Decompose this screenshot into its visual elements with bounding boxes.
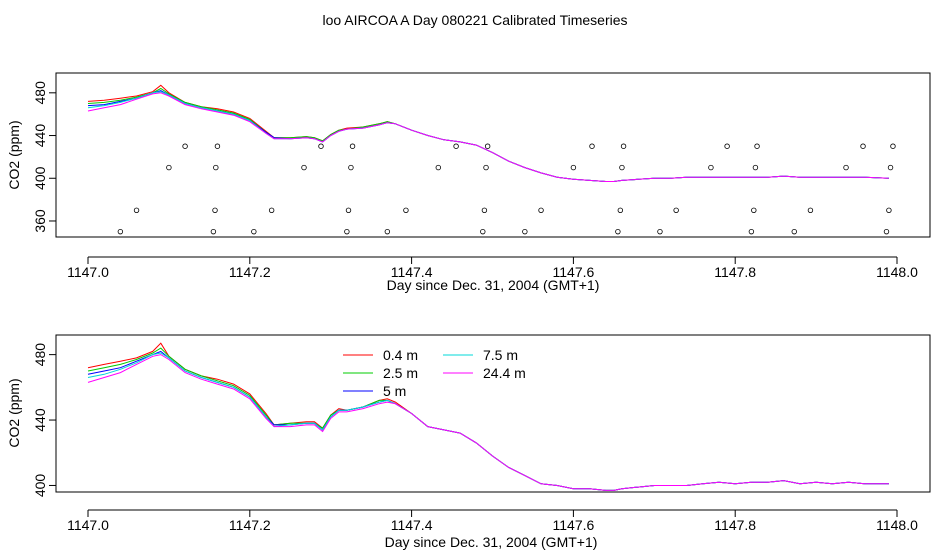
x-tick-label: 1147.8 [714,264,756,280]
data-point [212,207,218,213]
x-tick-label: 1148.0 [876,517,918,533]
data-point [384,228,391,235]
data-point [344,228,350,235]
data-point [117,228,124,235]
data-point [210,228,217,235]
legend-label-7-5-m: 7.5 m [483,347,518,363]
data-point [724,143,730,149]
top-points-group [117,143,896,235]
data-point [251,228,257,235]
x-tick-label: 1147.4 [391,517,433,533]
data-point [435,164,441,171]
data-point [620,143,627,149]
x-tick-label: 1147.4 [391,264,433,280]
top-panel: 1147.0 1147.2 1147.4 1147.6 1147.8 1148.0 360 4… [6,72,931,293]
data-point [318,143,324,149]
x-tick-label: 1147.0 [67,517,109,533]
y-tick-label: 440 [32,124,48,148]
data-point [887,164,894,171]
data-point [301,164,307,171]
data-point [522,228,528,235]
data-point [860,143,866,149]
series-line-24-4-m [87,92,889,182]
data-point [345,207,352,213]
series-line-24-4-m [87,354,889,491]
data-point [589,143,595,149]
x-tick-label: 1147.6 [553,517,595,533]
data-point [748,228,755,235]
x-tick-label: 1147.0 [67,264,109,280]
data-point [133,207,140,213]
bottom-x-axis-label: Day since Dec. 31, 2004 (GMT+1) [385,534,598,550]
y-tick-label: 440 [32,408,48,432]
data-point [657,228,663,235]
bottom-y-axis-label: CO2 (ppm) [6,378,22,447]
legend-label-5-m: 5 m [383,383,406,399]
data-point [617,207,624,213]
data-point [619,164,625,171]
bottom-series-group [87,342,889,491]
data-point [673,207,679,213]
chart-title: loo AIRCOA A Day 080221 Calibrated Times… [322,12,627,28]
data-point [214,143,221,149]
legend-label-2-5-m: 2.5 m [383,365,418,381]
data-point [481,207,488,213]
data-point [213,164,219,171]
data-point [883,228,890,235]
bottom-panel: 1147.0 1147.2 1147.4 1147.6 1147.8 1148.0 400 4… [6,334,931,550]
legend-label-0-4-m: 0.4 m [383,347,418,363]
data-point [182,143,188,149]
data-point [754,143,760,149]
top-y-axis-label: CO2 (ppm) [6,120,22,189]
x-tick-label: 1147.2 [229,264,271,280]
y-tick-label: 400 [32,474,48,498]
data-point [751,207,757,213]
data-point [615,228,621,235]
data-point [708,164,714,171]
legend: 0.4 m 2.5 m 5 m 7.5 m 24.4 m [343,347,526,399]
top-x-axis-label: Day since Dec. 31, 2004 (GMT+1) [387,277,600,293]
data-point [843,164,849,171]
data-point [483,164,489,171]
data-point [890,143,896,149]
data-point [752,164,759,171]
data-point [349,143,356,149]
top-axes: 1147.0 1147.2 1147.4 1147.6 1147.8 1148.0 360 4… [32,81,918,280]
data-point [403,207,409,213]
data-point [268,207,275,213]
data-point [886,207,892,213]
x-tick-label: 1147.2 [229,517,271,533]
top-series-group [87,84,889,182]
data-point [484,143,491,149]
data-point [538,207,544,213]
legend-label-24-4-m: 24.4 m [483,365,526,381]
data-point [348,164,354,171]
data-point [807,207,814,213]
data-point [791,228,797,235]
data-point [480,228,486,235]
y-tick-label: 480 [32,81,48,105]
x-tick-label: 1147.8 [714,517,756,533]
y-tick-label: 400 [32,166,48,190]
y-tick-label: 480 [32,343,48,367]
data-point [166,164,172,171]
data-point [570,164,577,171]
x-tick-label: 1148.0 [876,264,918,280]
y-tick-label: 360 [32,209,48,233]
data-point [453,143,459,149]
top-plot-frame [55,72,931,238]
x-tick-label: 1147.6 [553,264,595,280]
bottom-axes: 1147.0 1147.2 1147.4 1147.6 1147.8 1148.0 400 4… [32,343,918,533]
